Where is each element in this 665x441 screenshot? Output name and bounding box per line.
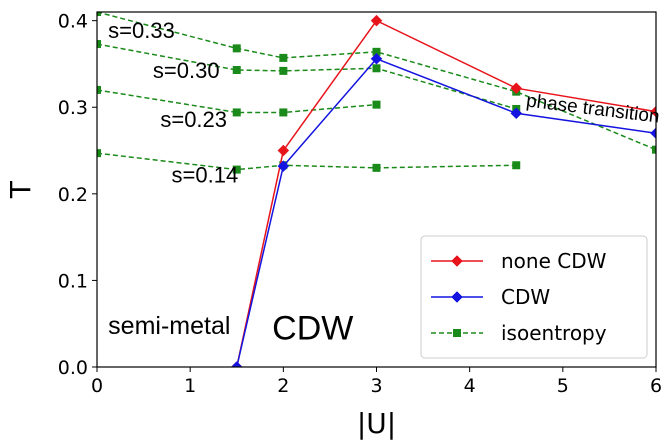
isoentropy-point [232, 108, 241, 117]
isoentropy-point [512, 161, 521, 170]
series-point [510, 107, 523, 120]
axes: 0 1 2 3 4 5 6 0.0 0.1 0.2 0.3 0.4 |U| T [4, 11, 662, 440]
series-point [277, 160, 290, 172]
x-tick-label: 4 [464, 375, 476, 397]
isoentropy-point [232, 44, 241, 53]
isoentropy-point [97, 85, 101, 94]
y-tick-label: 0.0 [58, 357, 88, 379]
x-tick-label: 6 [650, 375, 662, 397]
series-point [230, 361, 243, 367]
legend-entry: none CDW [431, 249, 607, 273]
y-tick-label: 0.2 [58, 184, 88, 206]
isoentropy-point [372, 100, 381, 109]
legend-marker [451, 291, 463, 303]
legend-marker [453, 329, 461, 337]
x-tick-label: 1 [184, 375, 196, 397]
legend-entry: isoentropy [431, 321, 607, 345]
annotation-label: CDW [272, 309, 353, 347]
isoentropy-point [372, 47, 381, 56]
isoentropy-point [279, 66, 288, 75]
legend: none CDW CDW isoentropy [420, 235, 648, 359]
isoentropy-point [97, 149, 101, 158]
isoentropy-point [232, 165, 241, 174]
annotation-label: s=0.30 [153, 58, 220, 83]
isoentropy-point [279, 53, 288, 62]
isoentropy-point [372, 163, 381, 172]
legend-entry: CDW [431, 285, 550, 309]
annotation-label: semi-metal [108, 312, 230, 340]
y-axis-label: T [4, 180, 37, 199]
x-tick-label: 2 [277, 375, 289, 397]
series-point [277, 144, 290, 157]
series-point [370, 52, 383, 65]
series-point [510, 82, 523, 95]
x-tick-label: 0 [91, 375, 103, 397]
annotation-label: s=0.14 [172, 163, 239, 188]
annotation-label: s=0.23 [160, 107, 227, 132]
series-layer [97, 12, 656, 367]
isoentropy-point [97, 40, 101, 49]
isoentropy-point [372, 64, 381, 73]
x-axis-label: |U| [357, 407, 396, 440]
legend-marker [451, 255, 463, 267]
series-point [370, 14, 383, 27]
series-point [650, 127, 656, 140]
isoentropy-line-2 [97, 89, 377, 114]
legend-box [420, 235, 648, 359]
isoentropy-point [652, 145, 656, 154]
isoentropy-point [279, 108, 288, 117]
legend-label: CDW [501, 285, 550, 309]
y-tick-label: 0.1 [58, 270, 88, 292]
isoentropy-point [97, 12, 101, 16]
y-tick-label: 0.3 [58, 97, 88, 119]
x-tick-label: 5 [557, 375, 569, 397]
isoentropy-line-0 [97, 12, 656, 151]
series-point [650, 105, 656, 118]
annotation-label: s=0.33 [108, 18, 175, 43]
y-tick-label: 0.4 [58, 11, 88, 33]
series-1 [230, 52, 656, 367]
legend-label: isoentropy [501, 321, 607, 345]
x-tick-label: 3 [370, 375, 382, 397]
isoentropy-point [232, 66, 241, 75]
legend-label: none CDW [501, 249, 607, 273]
